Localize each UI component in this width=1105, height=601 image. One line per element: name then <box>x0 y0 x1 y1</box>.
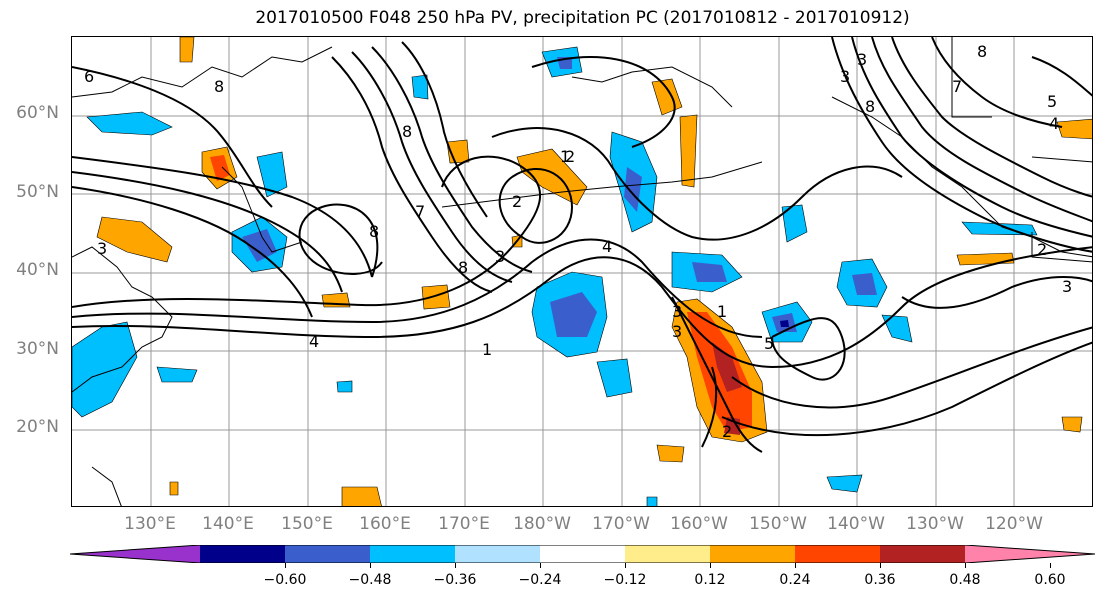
contour-label: 4 <box>602 237 612 256</box>
colorbar-extension-low <box>70 545 200 563</box>
colorbar-segment <box>370 545 456 563</box>
contour-label: 4 <box>309 332 319 351</box>
latitude-label: 20°N <box>16 417 59 437</box>
contour-label: 3 <box>857 50 867 69</box>
colorbar-tick-label: 0.60 <box>1034 572 1066 588</box>
colorbar-segment <box>455 545 541 563</box>
contour-label: 2 <box>722 422 732 441</box>
colorbar-tick-label: 0.48 <box>949 572 981 588</box>
contour-label: 8 <box>369 222 379 241</box>
contour-label: 4 <box>1049 114 1059 133</box>
colorbar-segment <box>710 545 796 563</box>
colorbar-tick-label: −0.60 <box>263 572 307 588</box>
colorbar-segment <box>540 545 626 563</box>
contour-label: 6 <box>84 67 94 86</box>
contour-label: 8 <box>214 77 224 96</box>
contour-label: 3 <box>840 67 850 86</box>
colorbar-tickmark <box>370 563 371 568</box>
latitude-label: 40°N <box>16 260 59 280</box>
contour-label: 1 <box>560 147 570 166</box>
colorbar-tick-label: 0.12 <box>694 572 726 588</box>
contour-label: 2 <box>1037 240 1047 259</box>
longitude-label: 170°W <box>592 514 650 534</box>
colorbar-extension-high <box>965 545 1095 563</box>
longitude-label: 150°E <box>281 514 333 534</box>
contour-label: 7 <box>415 202 425 221</box>
contour-label: 3 <box>97 239 107 258</box>
colorbar-tickmark <box>625 563 626 568</box>
contour-label: 1 <box>482 340 492 359</box>
colorbar-tickmark <box>1050 563 1051 568</box>
colorbar-segment <box>795 545 881 563</box>
colorbar-segment <box>285 545 371 563</box>
longitude-label: 180°W <box>513 514 571 534</box>
precip-neg-west <box>72 321 138 418</box>
map-canvas: 6 8 8 8 7 3 2 2 8 8 8 7 4 4 4 5 3 3 1 1 … <box>72 37 1092 506</box>
colorbar-tickmark <box>285 563 286 568</box>
colorbar-tickmark <box>455 563 456 568</box>
longitude-label: 170°E <box>438 514 490 534</box>
precip-pos-japan <box>96 216 173 263</box>
latitude-label: 50°N <box>16 182 59 202</box>
longitude-label: 160°W <box>670 514 728 534</box>
colorbar <box>70 545 1095 563</box>
colorbar-tick-label: −0.12 <box>603 572 647 588</box>
colorbar-tickmark <box>710 563 711 568</box>
graticule <box>72 37 1092 506</box>
colorbar-segment <box>200 545 286 563</box>
colorbar-segment <box>625 545 711 563</box>
precip-shading <box>72 37 1092 506</box>
map-title: 2017010500 F048 250 hPa PV, precipitatio… <box>255 8 910 28</box>
longitude-label: 130°W <box>906 514 964 534</box>
contour-label: 5 <box>1047 92 1057 111</box>
colorbar-tickmark <box>965 563 966 568</box>
contour-label: 8 <box>402 122 412 141</box>
colorbar-tickmark <box>540 563 541 568</box>
colorbar-tick-label: −0.48 <box>348 572 392 588</box>
latitude-label: 60°N <box>16 103 59 123</box>
colorbar-tick-label: 0.24 <box>779 572 811 588</box>
contour-label: 8 <box>865 97 875 116</box>
longitude-label: 130°E <box>124 514 176 534</box>
contour-label: 2 <box>565 147 575 166</box>
colorbar-tickmark <box>880 563 881 568</box>
contour-label: 3 <box>672 322 682 341</box>
latitude-label: 30°N <box>16 339 59 359</box>
contour-label: 5 <box>764 334 774 353</box>
colorbar-tick-label: 0.36 <box>864 572 896 588</box>
contour-label: 8 <box>977 42 987 61</box>
map-panel: 6 8 8 8 7 3 2 2 8 8 8 7 4 4 4 5 3 3 1 1 … <box>71 36 1093 507</box>
contour-label: 8 <box>458 258 468 277</box>
precip-neg-nw <box>86 111 173 136</box>
contour-label: 3 <box>672 302 682 321</box>
longitude-label: 140°E <box>202 514 254 534</box>
colorbar-tick-label: −0.24 <box>518 572 562 588</box>
colorbar-tick-label: −0.36 <box>433 572 477 588</box>
pv-contours <box>72 37 1092 453</box>
coastlines <box>72 37 1092 506</box>
colorbar-segments <box>70 545 1095 563</box>
pv-contour-1 <box>72 246 1092 369</box>
longitude-label: 150°W <box>749 514 807 534</box>
colorbar-segment <box>880 545 966 563</box>
contour-label: 7 <box>952 77 962 96</box>
contour-label: 1 <box>717 302 727 321</box>
longitude-label: 120°W <box>985 514 1043 534</box>
contour-label: 3 <box>495 247 505 266</box>
longitude-label: 160°E <box>359 514 411 534</box>
contour-label: 3 <box>1062 277 1072 296</box>
contour-label: 2 <box>512 192 522 211</box>
contour-labels: 6 8 8 8 7 3 2 2 8 8 8 7 4 4 4 5 3 3 1 1 … <box>84 42 1072 441</box>
colorbar-tickmark <box>795 563 796 568</box>
longitude-label: 140°W <box>827 514 885 534</box>
